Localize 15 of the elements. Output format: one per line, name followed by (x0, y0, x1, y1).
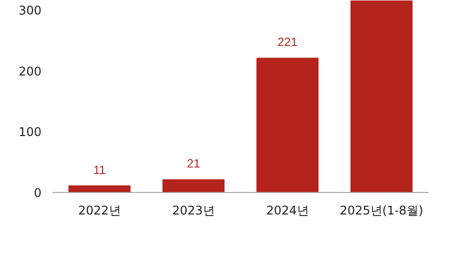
x-tick-label: 2025년(1-8월) (340, 204, 424, 218)
y-tick-label: 200 (18, 64, 42, 78)
data-label: 11 (93, 162, 106, 177)
bar (256, 58, 319, 192)
data-label: 21 (186, 156, 200, 171)
bar (68, 185, 131, 192)
data-label: 221 (277, 35, 298, 50)
bar (350, 0, 413, 192)
y-tick-label: 0 (34, 186, 42, 200)
x-tick-label: 2022년 (78, 204, 121, 218)
y-tick-label: 300 (18, 4, 42, 18)
x-tick-label: 2024년 (266, 204, 309, 218)
y-tick-label: 100 (18, 125, 42, 140)
x-tick-label: 2023년 (172, 204, 215, 218)
bar (162, 179, 225, 192)
